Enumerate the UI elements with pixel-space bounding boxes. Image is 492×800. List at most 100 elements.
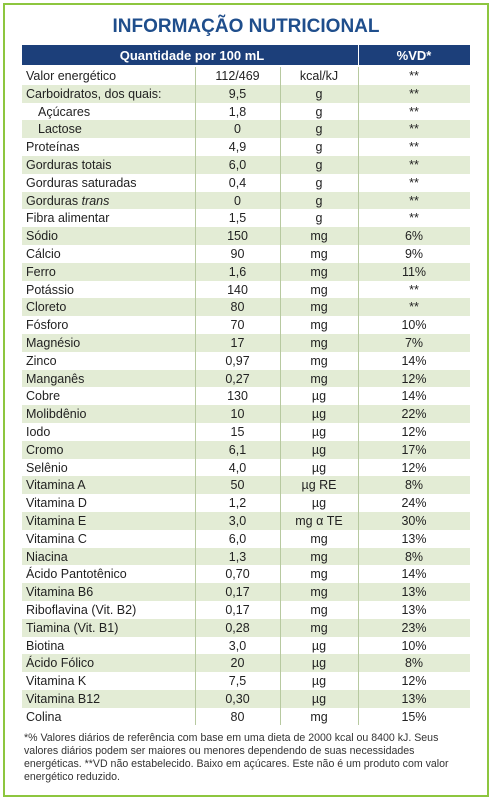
column-line (280, 583, 281, 601)
amount: 15 (230, 424, 245, 439)
table-row: Molibdênio 10 µg 22% (22, 405, 470, 423)
column-line (195, 529, 196, 548)
unit: µg (311, 638, 327, 653)
amount: 3,0 (228, 638, 247, 653)
unit: mg (310, 549, 328, 564)
nutrient-name: Riboflavina (Vit. B2) (26, 603, 136, 617)
nutrient-name: Fósforo (26, 318, 68, 332)
unit: mg (310, 246, 328, 261)
amount: 140 (227, 282, 248, 297)
unit: mg (310, 585, 328, 600)
name-text: Carboidratos, dos quais: (26, 86, 162, 101)
name-text: Selênio (26, 460, 68, 475)
amount: 130 (227, 389, 248, 404)
column-line (280, 707, 281, 726)
amount: 80 (230, 300, 245, 315)
table-row: Ácido Pantotênico 0,70 mg 14% (22, 565, 470, 584)
name-text: Biotina (26, 638, 65, 653)
table-row: Selênio 4,0 µg 12% (22, 458, 470, 477)
nutrient-name: Vitamina B6 (26, 585, 93, 599)
amount: 6,0 (228, 157, 247, 172)
column-line (358, 600, 359, 619)
column-line (358, 458, 359, 477)
column-line (358, 529, 359, 548)
table-row: Vitamina C 6,0 mg 13% (22, 529, 470, 548)
name-text: Vitamina B6 (26, 585, 94, 600)
table-row: Iodo 15 µg 12% (22, 422, 470, 441)
table-row: Vitamina E 3,0 mg α TE 30% (22, 511, 470, 530)
amount: 0,17 (225, 585, 250, 600)
column-line (358, 654, 359, 673)
table-row: Cobre 130 µg 14% (22, 387, 470, 406)
daily-value: 13% (401, 585, 427, 600)
column-line (280, 120, 281, 139)
name-text: Zinco (26, 353, 57, 368)
table-row: Valor energético 112/469 kcal/kJ ** (22, 67, 470, 85)
unit: µg (311, 496, 327, 511)
amount: 0,70 (225, 567, 250, 582)
nutrient-name: Molibdênio (26, 407, 86, 421)
unit: g (315, 104, 323, 119)
amount: 17 (230, 335, 245, 350)
column-line (280, 244, 281, 263)
nutrient-name: Magnésio (26, 336, 80, 350)
column-line (195, 369, 196, 388)
table-row: Vitamina D 1,2 µg 24% (22, 494, 470, 512)
column-line (280, 333, 281, 352)
daily-value: 13% (401, 602, 427, 617)
column-line (195, 476, 196, 495)
daily-value: ** (409, 69, 419, 83)
name-text: Sódio (26, 229, 58, 244)
daily-value: 6% (404, 229, 424, 244)
table-row: Cromo 6,1 µg 17% (22, 440, 470, 459)
amount: 50 (230, 478, 245, 493)
amount: 1,3 (228, 549, 247, 564)
nutrient-name: Selênio (26, 461, 68, 475)
column-line (280, 689, 281, 708)
column-line (280, 511, 281, 530)
column-line (195, 387, 196, 406)
name-text: Gorduras saturadas (26, 175, 137, 190)
column-line (195, 405, 196, 423)
unit: mg (310, 318, 328, 333)
nutrient-name: Cloreto (26, 300, 66, 314)
column-line (358, 672, 359, 690)
column-line (280, 102, 281, 121)
column-line (280, 209, 281, 228)
name-text: Ferro (26, 264, 56, 279)
daily-value: 14% (401, 567, 427, 582)
column-line (195, 689, 196, 708)
daily-value: ** (409, 157, 419, 172)
amount: 0,28 (225, 620, 250, 635)
nutrient-name: Fibra alimentar (26, 211, 109, 225)
table-row: Lactose 0 g ** (22, 120, 470, 139)
column-line (280, 84, 281, 103)
column-line (358, 155, 359, 174)
unit: g (315, 157, 323, 172)
column-line (358, 333, 359, 352)
unit: µg (311, 691, 327, 706)
unit: µg (311, 460, 327, 475)
name-text: Manganês (26, 371, 85, 386)
daily-value: 22% (401, 407, 427, 422)
column-line (280, 529, 281, 548)
unit: µg RE (301, 478, 337, 493)
table-row: Açúcares 1,8 g ** (22, 102, 470, 121)
column-line (358, 636, 359, 655)
frame (3, 3, 489, 797)
unit: g (315, 122, 323, 137)
name-text: Lactose (38, 122, 82, 137)
daily-value: 9% (404, 246, 424, 261)
column-line (195, 67, 196, 85)
column-line (280, 600, 281, 619)
nutrient-name: Ferro (26, 265, 56, 279)
amount: 9,5 (228, 86, 247, 101)
amount: 1,8 (228, 104, 247, 119)
column-line (280, 547, 281, 566)
table-row: Vitamina A 50 µg RE 8% (22, 476, 470, 495)
nutrient-name: Vitamina E (26, 514, 86, 528)
column-line (358, 387, 359, 406)
daily-value: ** (409, 193, 419, 208)
column-line (358, 405, 359, 423)
daily-value: 23% (401, 620, 427, 635)
